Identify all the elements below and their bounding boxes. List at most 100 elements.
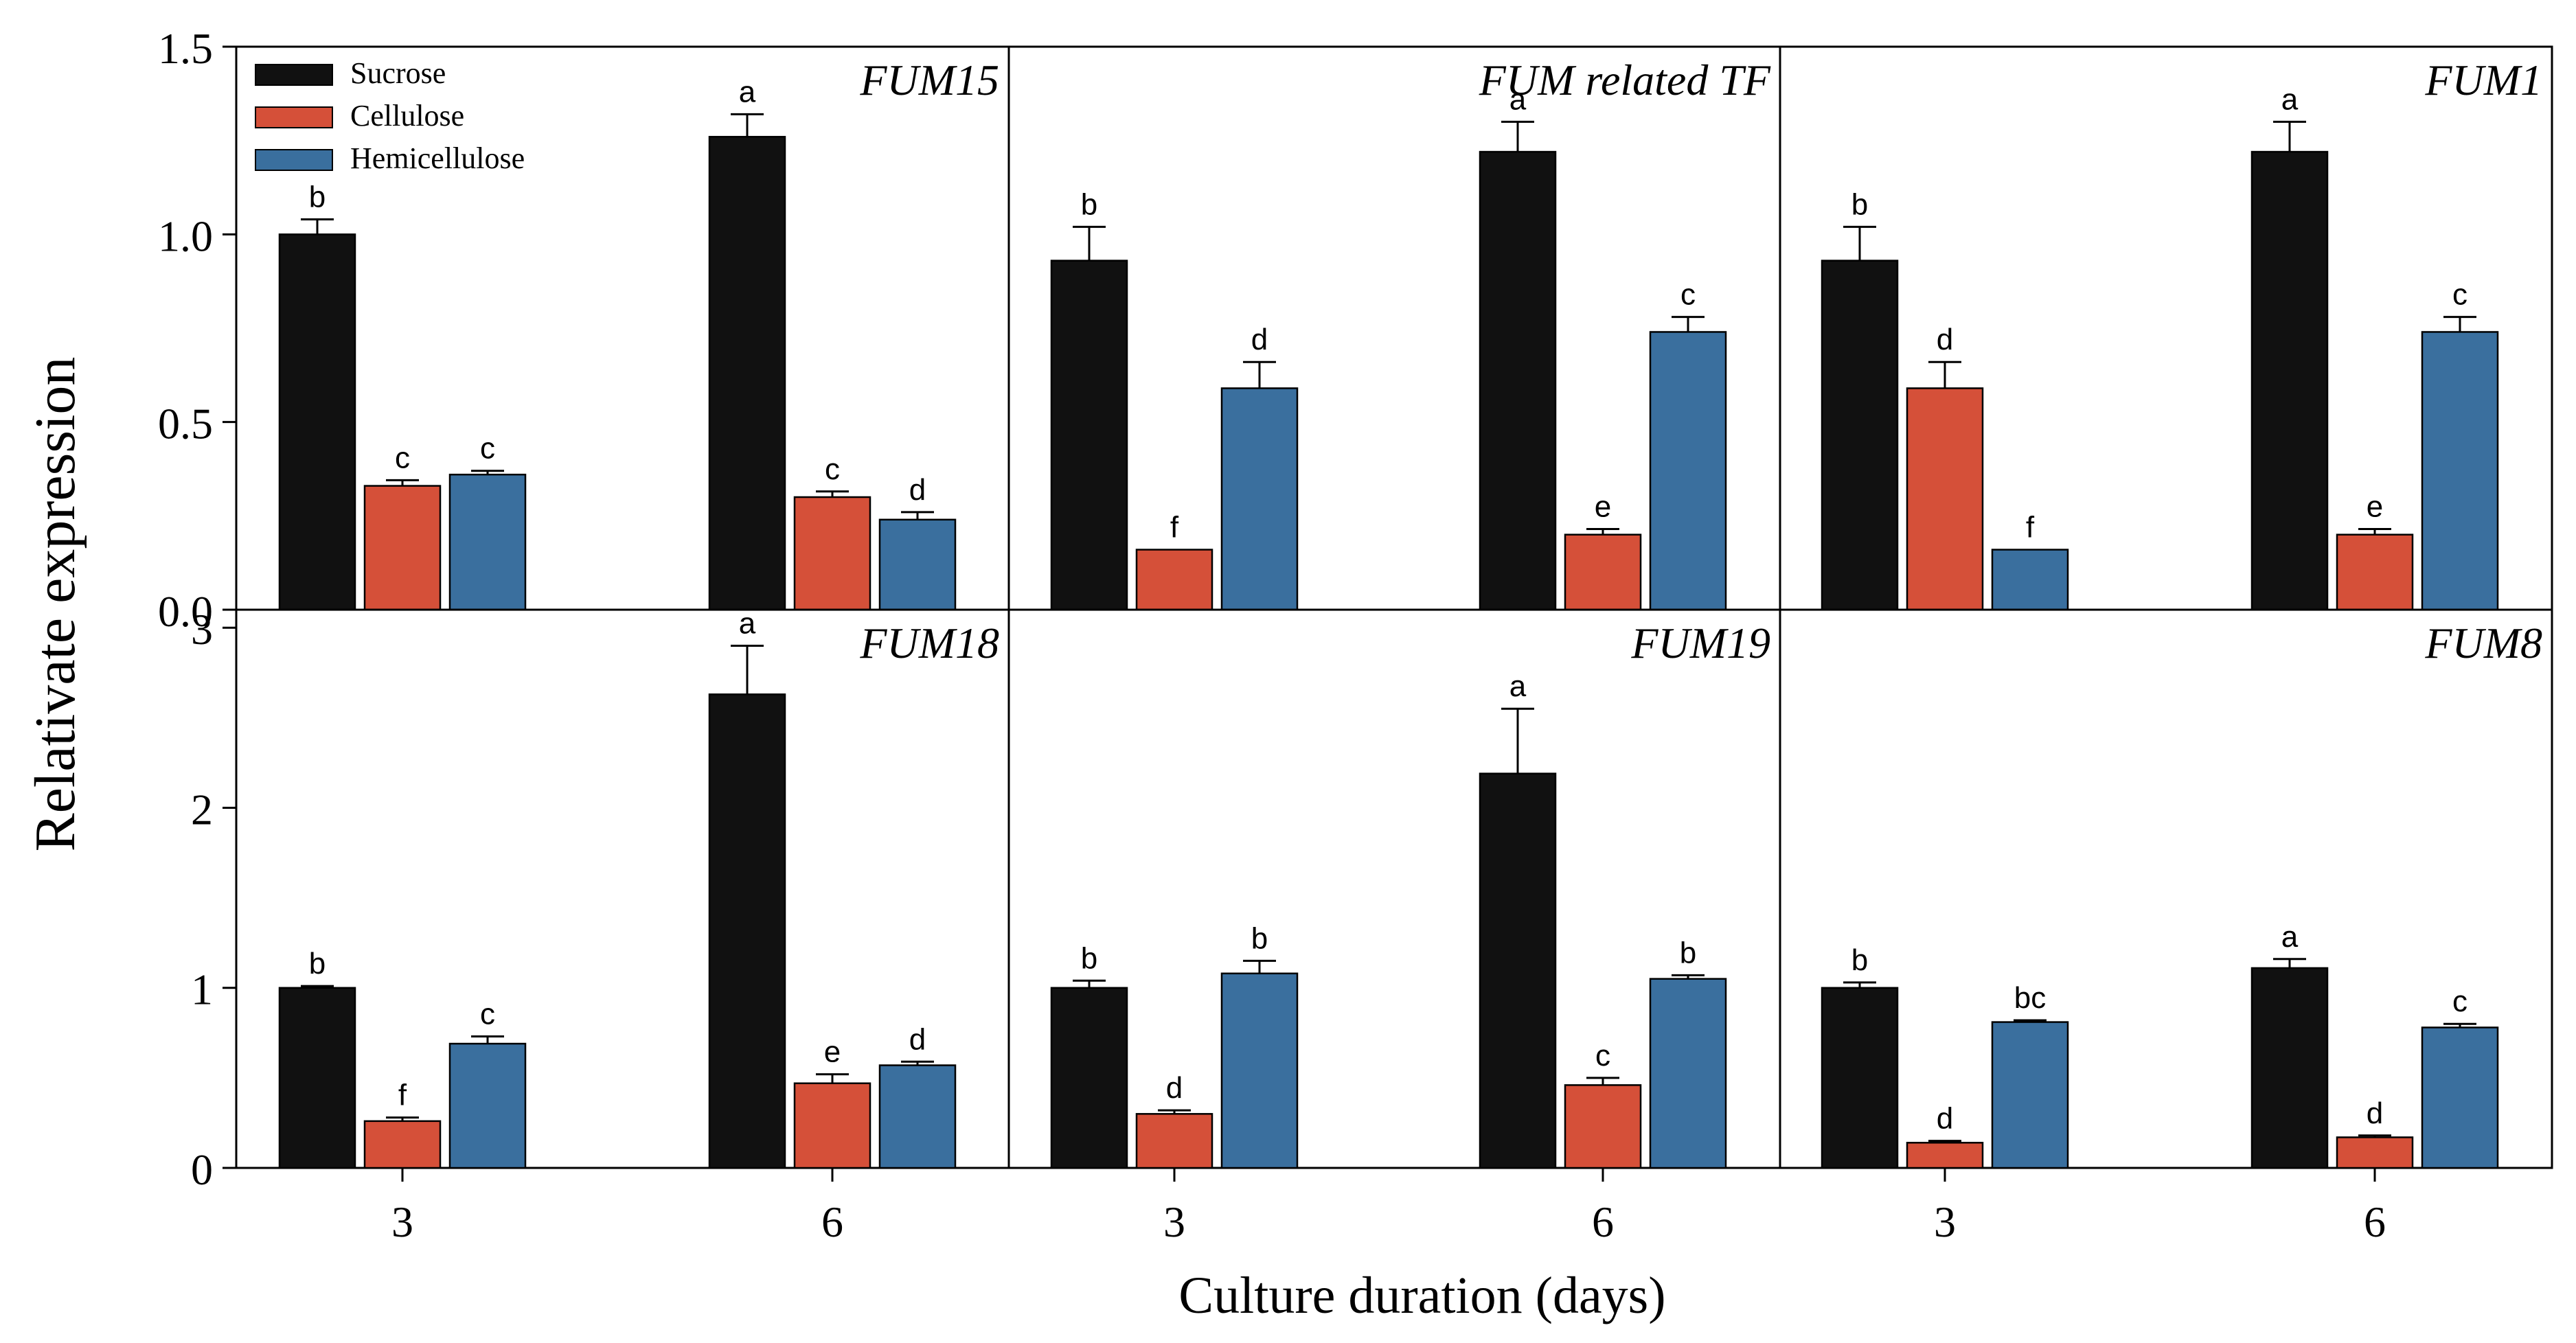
bar <box>1821 987 1899 1169</box>
significance-letter: d <box>2367 1097 2383 1130</box>
significance-letter: c <box>395 441 410 474</box>
legend: Sucrose Cellulose Hemicellulose <box>255 56 525 175</box>
bar <box>793 1082 871 1169</box>
plot-area: 0.0 0.5 1.0 1.5 FUM15 b a c c c d FUM related TF b a f… <box>158 24 2553 1246</box>
x-tick-label: 3 <box>1163 1197 1185 1246</box>
panel-title: FUM1 <box>2424 56 2542 104</box>
significance-letter: d <box>1166 1071 1183 1105</box>
bar <box>1220 387 1299 611</box>
x-tick-label: 3 <box>391 1197 413 1246</box>
bar <box>1479 772 1557 1169</box>
significance-letter: d <box>1937 1102 1953 1136</box>
y-tick-label: 1.5 <box>158 24 213 73</box>
significance-letter: b <box>1081 941 1097 975</box>
bar <box>793 496 871 611</box>
bar <box>708 693 786 1169</box>
x-tick-label: 6 <box>2364 1197 2386 1246</box>
significance-letter: b <box>1680 936 1696 969</box>
bar <box>2250 967 2329 1169</box>
significance-letter: f <box>2026 511 2035 544</box>
bar <box>278 233 356 611</box>
y-tick-label: 0 <box>191 1145 213 1194</box>
significance-letter: a <box>1509 82 1527 116</box>
legend-label: Hemicellulose <box>350 141 525 175</box>
bar <box>1050 987 1128 1169</box>
bar <box>878 1064 957 1169</box>
significance-letter: a <box>739 75 756 108</box>
bar <box>1649 978 1727 1169</box>
significance-letter: a <box>2281 82 2299 116</box>
significance-letter: c <box>825 452 840 486</box>
y-tick-label: 0.0 <box>158 587 213 636</box>
significance-letter: e <box>824 1035 841 1069</box>
bar <box>448 473 527 611</box>
significance-letter: f <box>398 1079 407 1112</box>
legend-swatch <box>255 64 333 86</box>
bar <box>1906 387 1984 611</box>
y-tick-label: 1.0 <box>158 211 213 260</box>
bar <box>2421 1026 2499 1169</box>
significance-letter: b <box>309 180 326 214</box>
bar <box>1991 1021 2069 1169</box>
y-tick-label: 3 <box>191 605 213 654</box>
significance-letter: a <box>1509 669 1527 703</box>
significance-letter: c <box>480 998 495 1031</box>
bar <box>1906 1142 1984 1169</box>
y-axis-label: Relativate expression <box>23 357 87 852</box>
significance-letter: c <box>480 432 495 466</box>
bar <box>1220 972 1299 1169</box>
panel-frame <box>1779 608 2553 1169</box>
bar <box>1649 331 1727 611</box>
bar <box>1821 260 1899 611</box>
significance-letter: b <box>1081 187 1097 221</box>
significance-letter: a <box>2281 920 2299 954</box>
bar <box>363 485 442 611</box>
significance-letter: b <box>1851 187 1868 221</box>
y-tick-label: 0.5 <box>158 400 213 448</box>
x-tick-label: 3 <box>1934 1197 1956 1246</box>
bar <box>1479 150 1557 611</box>
legend-swatch <box>255 149 333 171</box>
significance-letter: c <box>1680 278 1696 312</box>
y-tick-label: 1 <box>191 965 213 1014</box>
bar <box>448 1042 527 1169</box>
bar <box>1564 1084 1642 1169</box>
significance-letter: d <box>1251 323 1268 356</box>
x-tick-label: 6 <box>1592 1197 1614 1246</box>
bar <box>1564 533 1642 611</box>
x-tick-label: 6 <box>821 1197 843 1246</box>
significance-letter: e <box>1595 490 1611 523</box>
significance-letter: f <box>1170 511 1179 544</box>
significance-letter: c <box>2452 985 2467 1018</box>
bar <box>2250 150 2329 611</box>
bar <box>878 518 957 611</box>
significance-letter: c <box>1595 1039 1610 1072</box>
bar <box>1135 549 1213 611</box>
bar <box>2421 331 2499 611</box>
significance-letter: d <box>909 1022 926 1056</box>
significance-letter: a <box>739 606 756 640</box>
bar <box>2336 533 2414 611</box>
significance-letter: d <box>909 473 926 507</box>
significance-letter: d <box>1937 323 1953 356</box>
bar <box>363 1120 442 1169</box>
bar <box>1050 260 1128 611</box>
significance-letter: b <box>1251 921 1268 955</box>
bar <box>2336 1136 2414 1169</box>
bar <box>1135 1113 1213 1169</box>
panel-title: FUM19 <box>1630 619 1770 667</box>
panel-title: FUM8 <box>2424 619 2542 667</box>
legend-swatch <box>255 106 333 128</box>
significance-letter: b <box>309 947 326 980</box>
panel-title: FUM related TF <box>1479 56 1771 104</box>
bar <box>708 135 786 611</box>
significance-letter: bc <box>2014 981 2046 1015</box>
significance-letter: b <box>1851 943 1868 977</box>
legend-label: Sucrose <box>350 56 446 90</box>
significance-letter: e <box>2367 490 2383 523</box>
bar <box>1991 549 2069 611</box>
bar <box>278 987 356 1169</box>
panel-title: FUM15 <box>859 56 999 104</box>
panel-title: FUM18 <box>859 619 999 667</box>
